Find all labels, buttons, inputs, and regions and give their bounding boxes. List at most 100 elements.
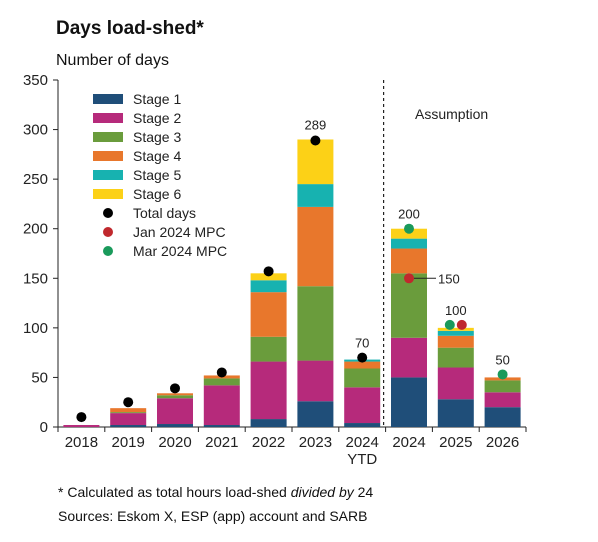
bar-segment-stage-1 bbox=[391, 377, 427, 427]
bar-segment-stage-2 bbox=[437, 367, 474, 400]
footnote-text-end: 24 bbox=[353, 484, 374, 500]
total-label: 150 bbox=[438, 271, 460, 286]
bar-segment-stage-1 bbox=[110, 425, 147, 427]
legend-marker bbox=[103, 227, 113, 237]
bar-segment-stage-2 bbox=[484, 392, 521, 408]
legend-marker bbox=[103, 246, 113, 256]
bar-segment-stage-6 bbox=[250, 273, 287, 281]
marker-total-days bbox=[170, 383, 180, 394]
bar-segment-stage-2 bbox=[63, 425, 100, 427]
bar-segment-stage-6 bbox=[437, 327, 474, 331]
bar-segment-stage-3 bbox=[437, 347, 474, 368]
y-tick-label: 0 bbox=[40, 419, 48, 436]
bar-segment-stage-4 bbox=[437, 335, 474, 348]
legend-label: Stage 4 bbox=[133, 148, 181, 164]
total-label: 70 bbox=[355, 336, 369, 351]
legend-swatch bbox=[93, 94, 123, 104]
marker-jan-2024-mpc bbox=[404, 273, 414, 284]
marker-total-days bbox=[263, 266, 274, 277]
marker-mar-2024-mpc bbox=[497, 369, 508, 380]
y-axis-label: Number of days bbox=[56, 52, 169, 69]
x-tick-label: 2026 bbox=[486, 434, 519, 451]
bar-segment-stage-4 bbox=[250, 292, 287, 337]
bar-segment-stage-2 bbox=[344, 387, 381, 424]
legend-swatch bbox=[93, 113, 123, 123]
bar-segment-stage-1 bbox=[157, 424, 193, 427]
marker-mar-2024-mpc bbox=[444, 319, 455, 330]
total-label: 50 bbox=[495, 352, 509, 367]
bar-segment-stage-5 bbox=[391, 238, 427, 249]
bar-segment-stage-3 bbox=[391, 273, 427, 338]
legend-swatch bbox=[93, 151, 123, 161]
bar-segment-stage-2 bbox=[297, 360, 334, 402]
bar-segment-stage-4 bbox=[391, 248, 427, 274]
x-tick-label: 2024 bbox=[346, 434, 379, 451]
x-tick-label: 2024 bbox=[392, 434, 425, 451]
marker-total-days bbox=[76, 412, 87, 423]
legend-label: Stage 6 bbox=[133, 186, 181, 202]
x-tick-label: 2023 bbox=[299, 434, 332, 451]
sources-note: Sources: Eskom X, ESP (app) account and … bbox=[58, 508, 368, 524]
bar-segment-stage-3 bbox=[110, 412, 147, 414]
legend-swatch bbox=[93, 189, 123, 199]
bar-segment-stage-4 bbox=[157, 393, 193, 396]
bar-segment-stage-5 bbox=[250, 280, 287, 293]
bar-segment-stage-1 bbox=[344, 423, 381, 427]
bar-segment-stage-5 bbox=[297, 184, 334, 207]
legend-label: Mar 2024 MPC bbox=[133, 243, 227, 259]
marker-total-days bbox=[123, 397, 134, 408]
marker-total-days bbox=[357, 352, 368, 363]
legend-label: Stage 5 bbox=[133, 167, 181, 183]
bar-segment-stage-4 bbox=[344, 361, 381, 369]
y-tick-label: 300 bbox=[23, 122, 48, 139]
marker-jan-2024-mpc bbox=[456, 319, 467, 330]
x-tick-label: 2022 bbox=[252, 434, 285, 451]
y-tick-label: 250 bbox=[23, 171, 48, 188]
bar-segment-stage-1 bbox=[203, 425, 240, 427]
y-tick-label: 100 bbox=[23, 320, 48, 337]
footnote-text-start: * Calculated as total hours load-shed bbox=[58, 484, 291, 500]
legend-swatch bbox=[93, 132, 123, 142]
x-tick-sublabel: YTD bbox=[347, 451, 377, 468]
chart-plot: 0 50 100 150 200 250 300 350 2018 2019 2020 2021 202… bbox=[23, 72, 527, 468]
bar-segment-stage-3 bbox=[297, 286, 334, 361]
bar-segment-stage-3 bbox=[250, 336, 287, 362]
total-label: 289 bbox=[305, 117, 327, 132]
x-tick-label: 2018 bbox=[65, 434, 98, 451]
footnote: * Calculated as total hours load-shed di… bbox=[58, 484, 373, 500]
assumption-label: Assumption bbox=[415, 106, 488, 122]
bar-segment-stage-1 bbox=[437, 399, 474, 427]
bar-segment-stage-2 bbox=[203, 385, 240, 426]
legend-marker bbox=[103, 208, 113, 218]
bar-segment-stage-2 bbox=[391, 337, 427, 378]
marker-mar-2024-mpc bbox=[404, 223, 414, 234]
bar-segment-stage-3 bbox=[344, 368, 381, 388]
bar-segment-stage-6 bbox=[297, 139, 334, 185]
total-label: 100 bbox=[445, 303, 467, 318]
bar-segment-stage-1 bbox=[484, 407, 521, 427]
bar-segment-stage-3 bbox=[203, 378, 240, 386]
chart-title: Days load-shed* bbox=[56, 18, 204, 39]
y-tick-label: 150 bbox=[23, 270, 48, 287]
marker-total-days bbox=[310, 135, 321, 146]
legend-label: Stage 2 bbox=[133, 110, 181, 126]
legend-label: Stage 3 bbox=[133, 129, 181, 145]
bar-segment-stage-1 bbox=[297, 401, 334, 427]
marker-total-days bbox=[216, 367, 227, 378]
bar-segment-stage-4 bbox=[297, 206, 334, 287]
x-tick-label: 2019 bbox=[112, 434, 145, 451]
bar-segment-stage-4 bbox=[110, 408, 147, 413]
bar-segment-stage-2 bbox=[110, 413, 147, 426]
x-tick-label: 2020 bbox=[158, 434, 191, 451]
legend-label: Stage 1 bbox=[133, 91, 181, 107]
bar-segment-stage-3 bbox=[157, 395, 193, 399]
y-tick-label: 200 bbox=[23, 221, 48, 238]
footnote-emphasis: divided by bbox=[290, 484, 354, 500]
bar-segment-stage-1 bbox=[250, 419, 287, 427]
bar-segment-stage-2 bbox=[250, 361, 287, 420]
bar-segment-stage-2 bbox=[157, 398, 193, 425]
y-tick-label: 350 bbox=[23, 72, 48, 89]
x-tick-label: 2021 bbox=[205, 434, 238, 451]
legend-label: Total days bbox=[133, 205, 196, 221]
bar-segment-stage-5 bbox=[437, 330, 474, 336]
